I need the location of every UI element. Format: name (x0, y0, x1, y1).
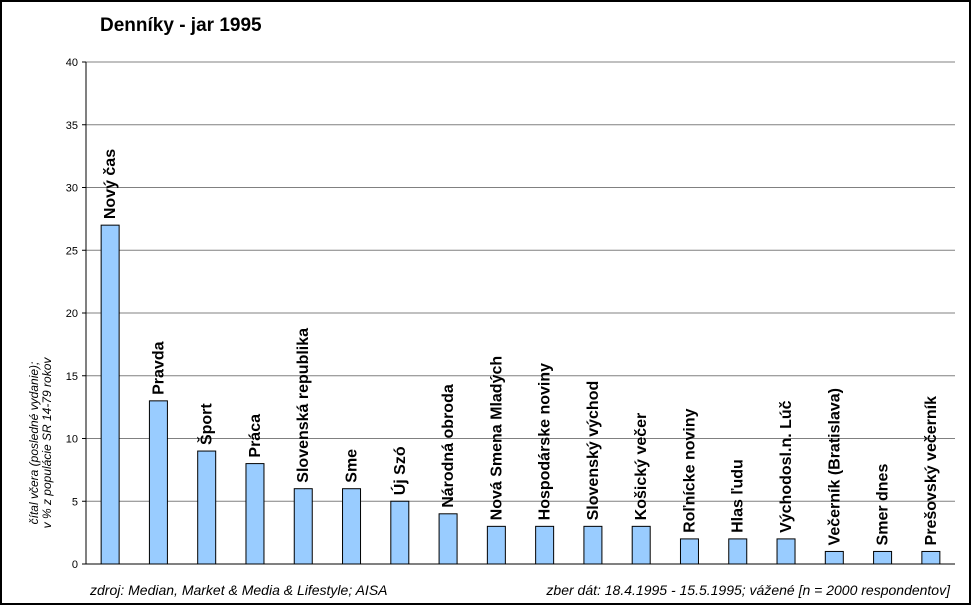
category-label: Sme (344, 449, 361, 483)
bar (438, 513, 458, 565)
y-tick-label: 40 (66, 57, 78, 69)
category-label: Hlas ľudu (730, 459, 747, 533)
category-label: Slovenský východ (585, 381, 602, 521)
bar (293, 488, 313, 565)
bar (390, 500, 410, 565)
y-tick-label: 35 (66, 120, 78, 132)
category-label: Roľnícke noviny (681, 408, 698, 533)
y-tick-label: 30 (66, 183, 78, 195)
bar (824, 550, 844, 565)
bar (486, 525, 506, 565)
collection-note: zber dát: 18.4.1995 - 15.5.1995; vážené … (545, 582, 951, 598)
y-tick-label: 25 (66, 245, 78, 257)
y-tick-label: 5 (72, 496, 78, 508)
source-note: zdroj: Median, Market & Media & Lifestyl… (89, 582, 388, 598)
bar (148, 400, 168, 565)
bar (679, 538, 699, 565)
y-tick-label: 20 (66, 308, 78, 320)
y-tick-label: 15 (66, 371, 78, 383)
bar (342, 488, 362, 565)
bars (100, 224, 941, 565)
bar (921, 550, 941, 565)
category-label: Pravda (150, 341, 167, 394)
category-label: Šport (197, 403, 216, 445)
bar (583, 525, 603, 565)
bar (728, 538, 748, 565)
y-axis-title-line: v % z populácie SR 14-79 rokov (40, 357, 54, 529)
category-label: Večerník (Bratislava) (826, 388, 843, 545)
category-label: Národná obroda (440, 384, 457, 508)
bar (776, 538, 796, 565)
category-label: Východosl.n. Lúč (778, 400, 795, 533)
category-label: Hospodárske noviny (537, 363, 554, 520)
y-axis-title: čítal včera (posledné vydanie); v % z pop… (27, 357, 54, 529)
category-labels: Nový čas Pravda Šport Práca Slovenská republ… (102, 149, 940, 546)
y-tick-label: 0 (72, 559, 78, 571)
bar (535, 525, 555, 565)
category-label: Slovenská republika (295, 328, 312, 483)
bar (100, 224, 120, 565)
category-label: Nový čas (102, 149, 119, 219)
chart-title: Denníky - jar 1995 (100, 15, 262, 36)
gridlines (86, 61, 955, 502)
category-label: Új Szó (390, 446, 409, 495)
category-label: Prešovský večerník (923, 396, 940, 546)
bar (245, 463, 265, 565)
y-tick-label: 10 (66, 434, 78, 446)
bar (631, 525, 651, 565)
y-axis-title-line: čítal včera (posledné vydanie); (27, 362, 41, 525)
bar (197, 450, 217, 565)
category-label: Nová Smena Mladých (488, 356, 505, 520)
axes: 0 5 10 15 20 25 30 35 40 (66, 57, 955, 571)
category-label: Práca (247, 414, 264, 458)
category-label: Smer dnes (875, 464, 892, 546)
category-label: Košický večer (633, 413, 650, 521)
bar (873, 550, 893, 565)
